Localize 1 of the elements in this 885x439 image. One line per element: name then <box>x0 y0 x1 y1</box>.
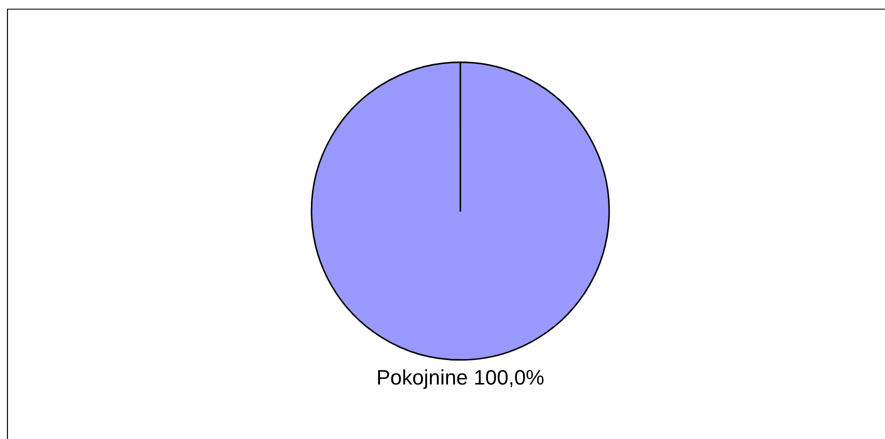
slice-label: Pokojnine 100,0% <box>376 366 544 390</box>
